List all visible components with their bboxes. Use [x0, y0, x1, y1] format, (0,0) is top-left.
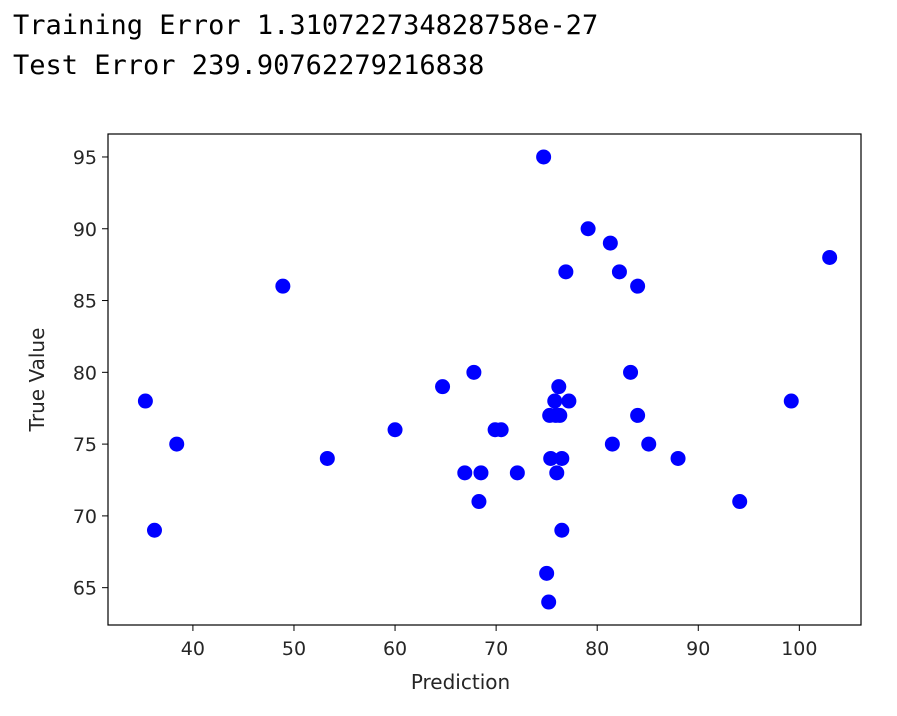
data-point — [457, 465, 473, 481]
x-tick-label: 80 — [585, 638, 609, 660]
data-point — [541, 594, 557, 610]
test-error-output: Test Error 239.90762279216838 — [13, 50, 485, 81]
data-point — [630, 278, 646, 294]
data-point — [549, 465, 565, 481]
data-point — [471, 494, 487, 510]
x-tick-label: 70 — [484, 638, 508, 660]
data-point — [641, 436, 657, 452]
data-point — [602, 235, 618, 251]
data-point — [493, 422, 509, 438]
data-point — [539, 565, 555, 581]
x-tick-label: 60 — [383, 638, 407, 660]
data-point — [387, 422, 403, 438]
data-point — [275, 278, 291, 294]
data-point — [623, 364, 639, 380]
x-tick-label: 50 — [282, 638, 306, 660]
y-tick-label: 85 — [73, 291, 97, 313]
y-tick-label: 75 — [73, 434, 97, 456]
data-point — [561, 393, 577, 409]
data-point — [466, 364, 482, 380]
x-axis-label: Prediction — [411, 670, 510, 694]
data-point — [146, 522, 162, 538]
data-point — [435, 379, 451, 395]
data-point — [551, 379, 567, 395]
plot-frame — [107, 133, 862, 626]
x-tick-label: 40 — [181, 638, 205, 660]
data-point — [580, 221, 596, 237]
x-tick-label: 100 — [781, 638, 817, 660]
data-point — [604, 436, 620, 452]
y-tick-label: 70 — [73, 506, 97, 528]
data-point — [630, 407, 646, 423]
data-point — [554, 450, 570, 466]
x-tick-label: 90 — [686, 638, 710, 660]
data-point — [783, 393, 799, 409]
y-tick-label: 95 — [73, 147, 97, 169]
data-point — [169, 436, 185, 452]
data-point — [732, 494, 748, 510]
y-axis-label: True Value — [25, 328, 49, 433]
data-point — [319, 450, 335, 466]
data-point — [509, 465, 525, 481]
data-point — [822, 249, 838, 265]
data-point — [536, 149, 552, 165]
data-point — [547, 393, 563, 409]
training-error-output: Training Error 1.310722734828758e-27 — [13, 10, 599, 41]
data-point — [552, 407, 568, 423]
data-point — [137, 393, 153, 409]
y-tick-label: 80 — [73, 362, 97, 384]
y-tick-label: 90 — [73, 219, 97, 241]
data-point — [558, 264, 574, 280]
data-point — [554, 522, 570, 538]
y-tick-label: 65 — [73, 578, 97, 600]
data-point — [543, 450, 559, 466]
data-point — [611, 264, 627, 280]
data-point — [473, 465, 489, 481]
data-point — [670, 450, 686, 466]
